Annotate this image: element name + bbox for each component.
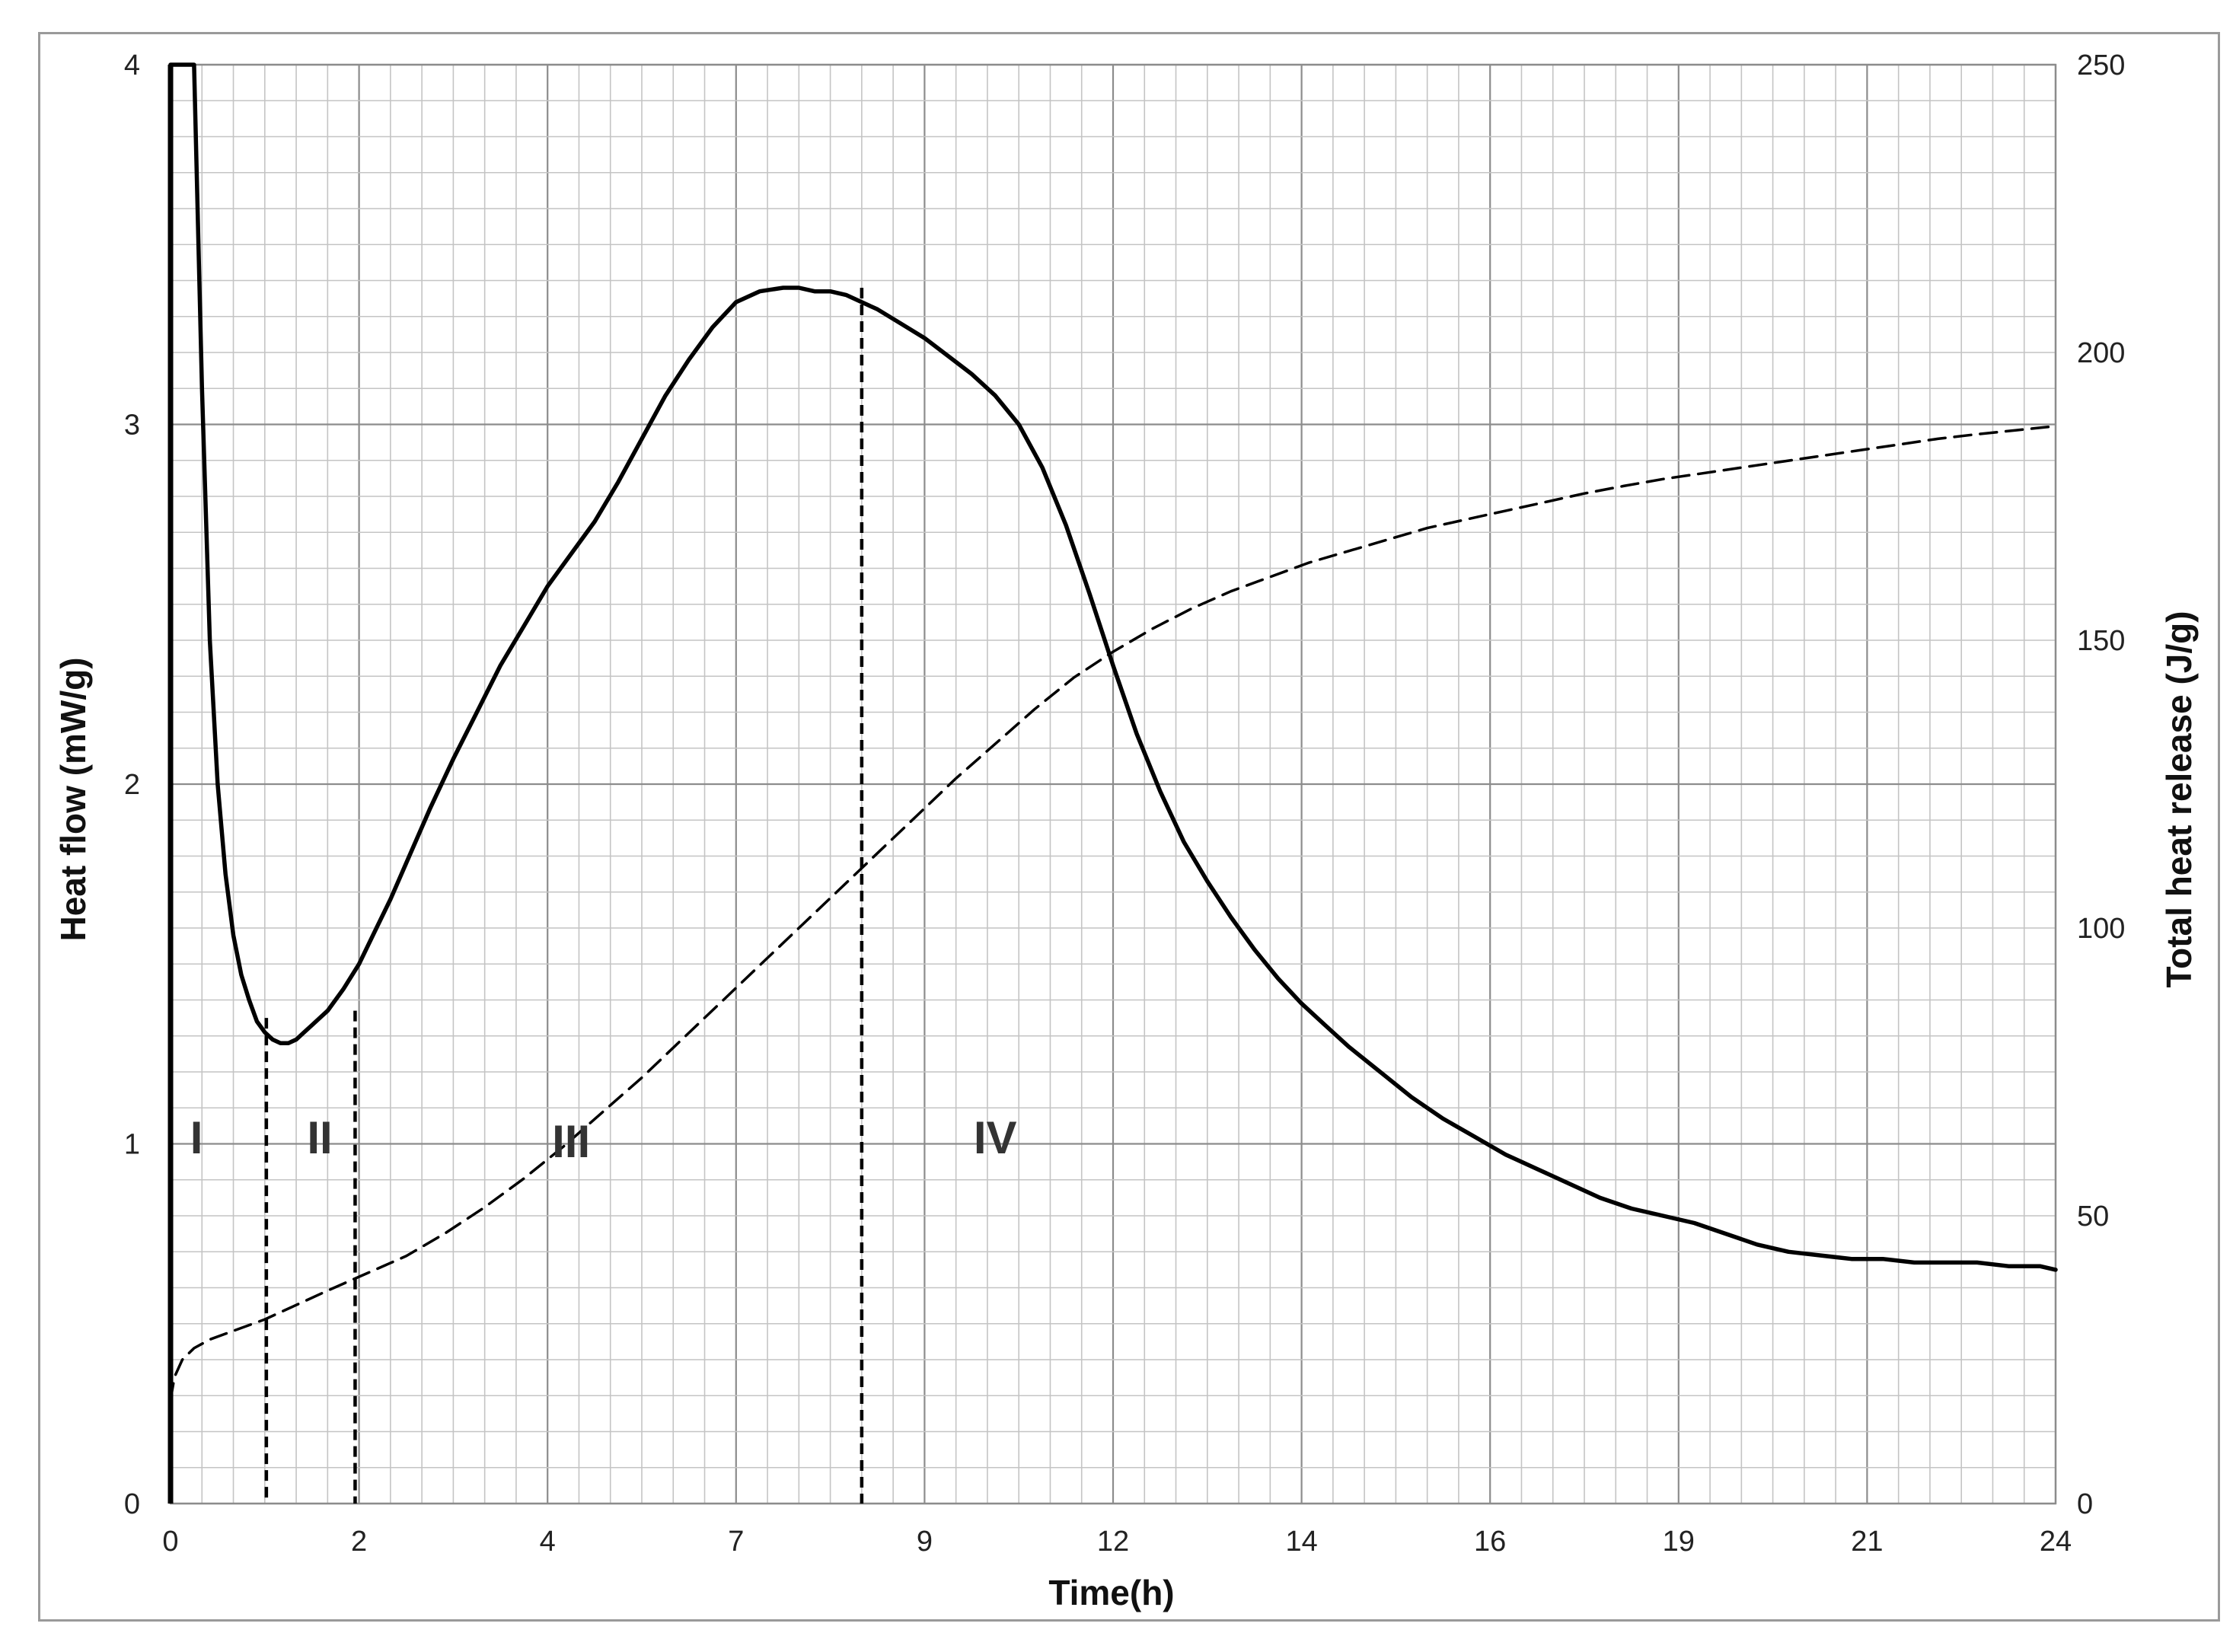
x-axis-title: Time(h)	[1048, 1573, 1174, 1612]
region-label: IV	[974, 1112, 1017, 1163]
grid	[167, 63, 2057, 1505]
region-labels: I II III IV	[190, 1112, 1017, 1167]
y2-tick-label: 200	[2077, 337, 2125, 369]
y-tick-label: 4	[124, 49, 140, 81]
series-lines	[168, 62, 2058, 1402]
x-tick-label: 24	[2040, 1526, 2072, 1558]
y-tick-label: 2	[124, 769, 140, 801]
y2-tick-label: 100	[2077, 913, 2125, 945]
x-tick-label: 21	[1851, 1526, 1883, 1558]
vertical-markers	[264, 287, 864, 1504]
y-tick-label: 1	[124, 1129, 140, 1161]
y2-tick-label: 0	[2077, 1488, 2093, 1520]
x-tick-label: 14	[1285, 1526, 1317, 1558]
x-tick-label: 7	[728, 1526, 744, 1558]
heat-flow-line	[168, 62, 2058, 1272]
y2-tick-label: 150	[2077, 625, 2125, 657]
y-tick-label: 3	[124, 410, 140, 442]
x-tick-label: 19	[1663, 1526, 1695, 1558]
y2-tick-label: 50	[2077, 1201, 2109, 1233]
x-tick-label: 16	[1474, 1526, 1506, 1558]
region-label: III	[552, 1116, 590, 1167]
x-tick-label: 4	[540, 1526, 556, 1558]
y-tick-label: 0	[124, 1488, 140, 1520]
region-label: I	[190, 1112, 203, 1163]
region-label: II	[307, 1112, 332, 1163]
x-tick-label: 0	[162, 1526, 178, 1558]
x-tick-label: 2	[351, 1526, 367, 1558]
y2-axis-title: Total heat release (J/g)	[2159, 611, 2199, 987]
y2-tick-label: 250	[2077, 49, 2125, 81]
total-heat-release-line	[169, 425, 2057, 1402]
y-axis-title: Heat flow (mW/g)	[53, 657, 93, 941]
x-tick-label: 9	[917, 1526, 933, 1558]
chart-frame	[38, 32, 2220, 1622]
x-tick-label: 12	[1097, 1526, 1129, 1558]
